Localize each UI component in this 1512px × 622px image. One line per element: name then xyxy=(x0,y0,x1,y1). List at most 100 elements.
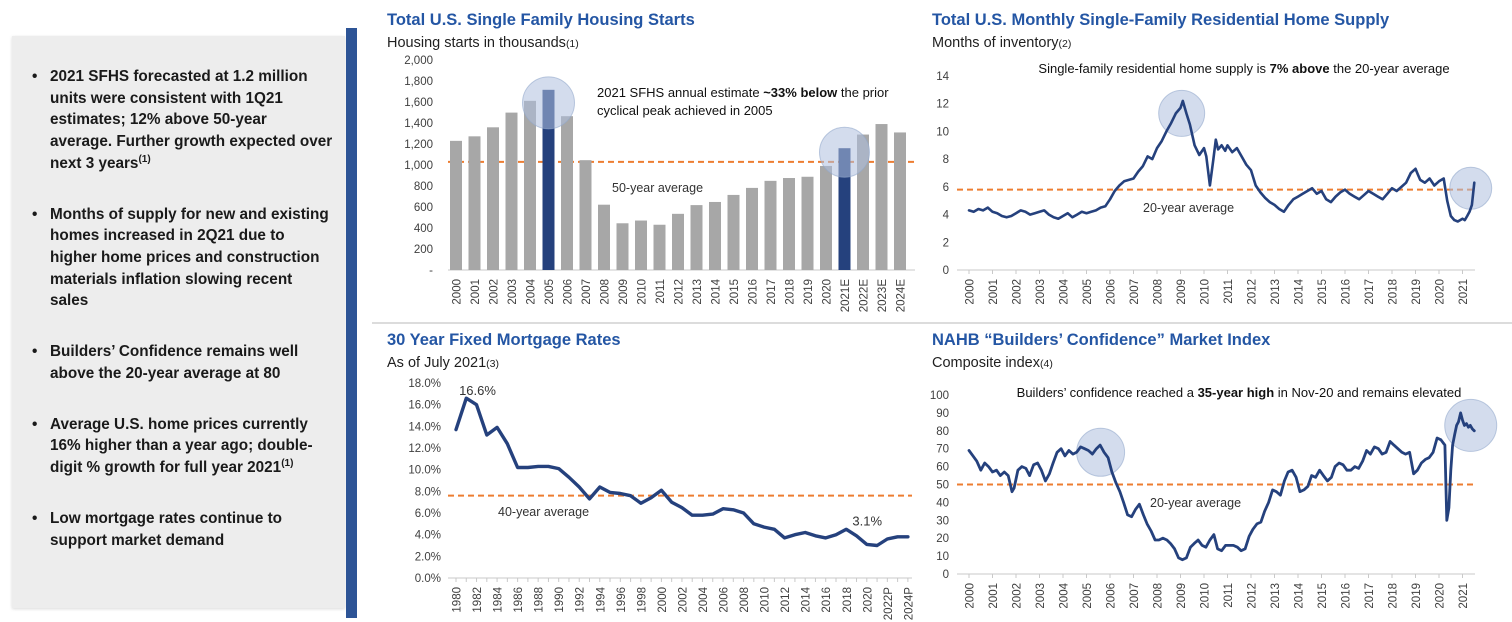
bullet-text: Average U.S. home prices currently 16% h… xyxy=(50,415,313,477)
x-axis-label: 2017 xyxy=(766,279,778,305)
y-axis-label: 10.0% xyxy=(408,465,441,477)
x-axis-label: 1996 xyxy=(616,587,628,613)
x-axis-label: 2022E xyxy=(859,279,871,313)
bar-chart-plot: 2,000 1,800 1,600 1,400 1,200 1,000 800 600 400 2… xyxy=(404,55,915,313)
x-axis-label: 2000 xyxy=(965,583,977,609)
chart-subtitle: Months of inventory(2) xyxy=(932,35,1071,51)
x-axis-label: 2004 xyxy=(1059,582,1071,608)
bar-2002 xyxy=(487,127,499,271)
x-axis-label: 2018 xyxy=(1388,279,1400,305)
x-axis-label: 2016 xyxy=(748,279,760,305)
x-axis-label: 2002 xyxy=(489,279,501,305)
x-axis-label: 2001 xyxy=(988,583,1000,609)
x-axis-label: 2010 xyxy=(1200,583,1212,609)
x-axis-label: 2015 xyxy=(1317,279,1329,305)
bar-2000 xyxy=(450,140,462,270)
footnote-ref: (1) xyxy=(281,457,294,469)
x-axis-label: 2006 xyxy=(719,587,731,613)
x-axis-label: 2004 xyxy=(698,586,710,612)
y-axis-label: 6.0% xyxy=(415,508,441,520)
x-axis-label: 2022P xyxy=(883,587,895,621)
chart-subtitle: Housing starts in thousands(1) xyxy=(387,35,579,51)
x-axis-label: 2000 xyxy=(657,587,669,613)
x-axis-label: 2007 xyxy=(1129,279,1141,305)
subtitle-text: Housing starts in thousands xyxy=(387,35,566,51)
x-axis-label: 2014 xyxy=(1294,278,1306,304)
bar-2021E xyxy=(838,148,851,270)
x-axis-label: 2003 xyxy=(1035,583,1047,609)
x-axis-label: 2018 xyxy=(842,587,854,613)
bar-2019 xyxy=(801,176,814,270)
y-axis-label: 4.0% xyxy=(415,530,441,542)
x-axis-label: 2010 xyxy=(1200,279,1212,305)
horizontal-divider xyxy=(372,322,1512,324)
bullet-text: Low mortgage rates continue to support m… xyxy=(50,509,283,549)
x-axis-label: 2013 xyxy=(1270,279,1282,305)
bullet-home-prices: Average U.S. home prices currently 16% h… xyxy=(28,414,333,479)
y-axis-label: 2.0% xyxy=(415,551,441,563)
x-axis-label: 2017 xyxy=(1364,279,1376,305)
y-axis-label: 0 xyxy=(943,265,949,277)
footnote-ref: (2) xyxy=(1058,38,1072,50)
x-axis-label: 2002 xyxy=(1012,583,1024,609)
x-axis-label: 1982 xyxy=(472,587,484,613)
x-axis-label: 2014 xyxy=(711,278,723,304)
y-axis-label: 2,000 xyxy=(404,55,433,67)
x-axis-label: 2020 xyxy=(822,279,834,305)
x-axis-label: 2016 xyxy=(821,587,833,613)
bar-2018 xyxy=(783,178,795,270)
y-axis-label: 0 xyxy=(943,569,949,581)
chart-subtitle: Composite index(4) xyxy=(932,355,1053,371)
x-axis-label: 2006 xyxy=(1106,583,1118,609)
y-axis-label: - xyxy=(429,265,433,277)
chart-home-supply: Total U.S. Monthly Single-Family Residen… xyxy=(930,8,1512,326)
x-axis-label: 2000 xyxy=(965,279,977,305)
average-line-label: 20-year average xyxy=(1143,201,1234,215)
x-axis-label: 2024P xyxy=(903,587,915,621)
x-axis-label: 2020 xyxy=(1435,279,1447,305)
average-line-label: 40-year average xyxy=(498,505,589,519)
chart-housing-starts: Total U.S. Single Family Housing Starts … xyxy=(385,8,925,326)
y-axis-label: 1,800 xyxy=(404,76,433,88)
y-axis-label: 100 xyxy=(930,390,949,402)
bullet-text: Months of supply for new and existing ho… xyxy=(50,205,329,310)
chart-title: Total U.S. Monthly Single-Family Residen… xyxy=(932,11,1390,29)
y-axis-label: 20 xyxy=(936,533,949,545)
highlight-circle xyxy=(522,76,575,130)
x-axis-label: 2014 xyxy=(1294,582,1306,608)
average-line-label: 20-year average xyxy=(1150,496,1241,510)
x-axis-label: 2021E xyxy=(840,279,852,313)
x-axis-label: 2009 xyxy=(1176,279,1188,305)
x-axis-label: 2019 xyxy=(1411,583,1423,609)
bullet-text: Builders’ Confidence remains well above … xyxy=(50,343,299,382)
x-axis-label: 2018 xyxy=(785,279,797,305)
chart-annotation: 2021 SFHS annual estimate ~33% below the… xyxy=(597,85,889,118)
x-axis-label: 2024E xyxy=(896,279,908,313)
y-axis-label: 0.0% xyxy=(415,573,441,585)
x-axis-label: 2016 xyxy=(1341,279,1353,305)
subtitle-text: As of July 2021 xyxy=(387,355,487,371)
y-axis-label: 1,200 xyxy=(404,139,433,151)
x-axis-label: 2002 xyxy=(1012,279,1024,305)
x-axis-label: 1990 xyxy=(554,587,566,613)
bar-2016 xyxy=(746,187,758,270)
y-axis-label: 90 xyxy=(936,408,949,420)
x-axis-label: 2000 xyxy=(452,279,464,305)
bar-2013 xyxy=(690,205,703,270)
bar-2024E xyxy=(894,132,906,270)
bar-2010 xyxy=(635,220,647,270)
x-axis-label: 2008 xyxy=(739,587,751,613)
point-value-label: 3.1% xyxy=(852,513,882,528)
y-axis-label: 18.0% xyxy=(408,378,441,390)
highlight-circle xyxy=(1158,89,1206,137)
bar-2020 xyxy=(820,165,832,270)
x-axis-label: 1992 xyxy=(575,587,587,613)
x-axis-label: 2020 xyxy=(862,587,874,613)
y-axis-label: 30 xyxy=(936,515,949,527)
bar-2009 xyxy=(616,223,629,270)
bar-2017 xyxy=(764,180,777,270)
y-axis-label: 200 xyxy=(414,244,433,256)
summary-bullet-list: 2021 SFHS forecasted at 1.2 million unit… xyxy=(12,36,345,551)
line-chart-plot: 18.0% 16.0% 14.0% 12.0% 10.0% 8.0% 6.0% 4.0% 2.0… xyxy=(408,378,915,621)
